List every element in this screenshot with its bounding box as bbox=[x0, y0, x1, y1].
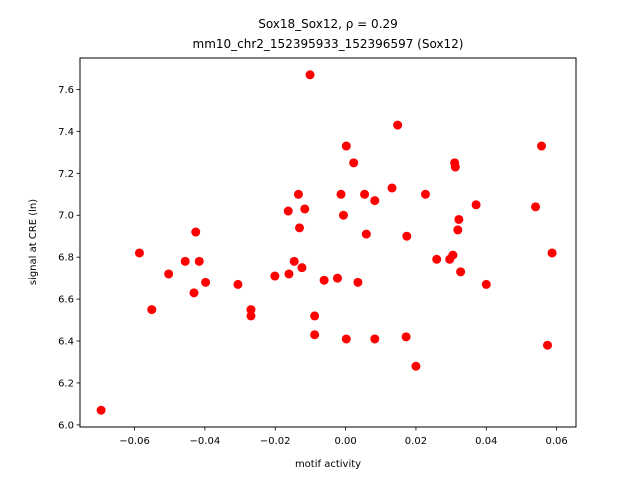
data-point bbox=[338, 210, 348, 220]
x-tick-label: −0.02 bbox=[260, 436, 291, 447]
x-tick-label: 0.06 bbox=[546, 436, 568, 447]
data-point bbox=[454, 214, 464, 224]
y-axis-label: signal at CRE (ln) bbox=[28, 199, 39, 285]
data-point bbox=[453, 225, 463, 235]
plot-area-frame bbox=[79, 57, 577, 428]
data-point bbox=[164, 269, 174, 279]
data-point bbox=[341, 334, 351, 344]
x-axis-label: motif activity bbox=[295, 459, 361, 470]
data-point bbox=[336, 189, 346, 199]
data-point bbox=[283, 206, 293, 216]
data-point bbox=[289, 256, 299, 266]
y-tick-label: 7.0 bbox=[58, 211, 74, 222]
x-tick-label: −0.06 bbox=[119, 436, 150, 447]
y-tick-label: 7.6 bbox=[58, 85, 74, 96]
data-points bbox=[96, 70, 557, 415]
data-point bbox=[353, 277, 363, 287]
data-point bbox=[450, 162, 460, 172]
data-point bbox=[194, 256, 204, 266]
y-tick-label: 6.8 bbox=[58, 253, 74, 264]
data-point bbox=[180, 256, 190, 266]
x-tick-label: 0.04 bbox=[475, 436, 497, 447]
data-point bbox=[448, 250, 458, 260]
y-tick-label: 6.4 bbox=[58, 337, 74, 348]
data-point bbox=[295, 223, 305, 233]
data-point bbox=[341, 141, 351, 151]
x-tick-label: −0.04 bbox=[190, 436, 221, 447]
data-point bbox=[349, 158, 359, 168]
data-point bbox=[543, 340, 553, 350]
data-point bbox=[297, 263, 307, 273]
data-point bbox=[233, 279, 243, 289]
data-point bbox=[537, 141, 547, 151]
data-point bbox=[319, 275, 329, 285]
data-point bbox=[360, 189, 370, 199]
data-point bbox=[191, 227, 201, 237]
data-point bbox=[370, 196, 380, 206]
data-point bbox=[387, 183, 397, 193]
x-tick-label: 0.02 bbox=[405, 436, 427, 447]
data-point bbox=[531, 202, 541, 212]
data-point bbox=[246, 311, 256, 321]
data-point bbox=[471, 200, 481, 210]
data-point bbox=[96, 405, 106, 415]
data-point bbox=[393, 120, 403, 130]
y-tick-label: 6.6 bbox=[58, 295, 74, 306]
data-point bbox=[401, 332, 411, 342]
data-point bbox=[201, 277, 211, 287]
x-tick-label: 0.00 bbox=[334, 436, 356, 447]
data-point bbox=[420, 189, 430, 199]
data-point bbox=[310, 330, 320, 340]
data-point bbox=[189, 288, 199, 298]
y-tick-label: 7.2 bbox=[58, 169, 74, 180]
x-axis-ticks: −0.06 −0.04 −0.02 0.00 0.02 0.04 0.06 bbox=[119, 427, 568, 447]
data-point bbox=[270, 271, 280, 281]
y-axis-ticks: 6.0 6.2 6.4 6.6 6.8 7.0 7.2 7.4 7.6 bbox=[58, 85, 80, 431]
data-point bbox=[134, 248, 144, 258]
data-point bbox=[284, 269, 294, 279]
data-point bbox=[300, 204, 310, 214]
data-point bbox=[310, 311, 320, 321]
data-point bbox=[361, 229, 371, 239]
data-point bbox=[411, 361, 421, 371]
chart-title-line1: Sox18_Sox12, ρ = 0.29 bbox=[258, 17, 398, 31]
data-point bbox=[402, 231, 412, 241]
y-tick-label: 7.4 bbox=[58, 127, 74, 138]
data-point bbox=[370, 334, 380, 344]
data-point bbox=[432, 254, 442, 264]
data-point bbox=[293, 189, 303, 199]
data-point bbox=[147, 305, 157, 315]
data-point bbox=[305, 70, 315, 80]
data-point bbox=[547, 248, 557, 258]
y-tick-label: 6.0 bbox=[58, 420, 74, 431]
chart-title-line2: mm10_chr2_152395933_152396597 (Sox12) bbox=[193, 37, 464, 51]
data-point bbox=[456, 267, 466, 277]
data-point bbox=[246, 305, 256, 315]
y-tick-label: 6.2 bbox=[58, 378, 74, 389]
data-point bbox=[481, 279, 491, 289]
data-point bbox=[332, 273, 342, 283]
